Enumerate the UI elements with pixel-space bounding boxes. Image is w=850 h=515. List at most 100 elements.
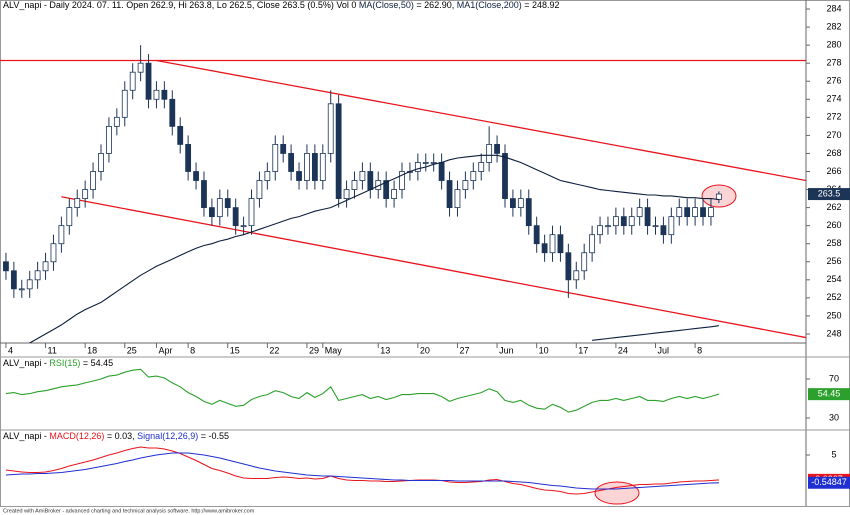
candle-body xyxy=(668,216,675,236)
candle-body xyxy=(3,261,9,272)
y-tick-label: 30 xyxy=(829,412,839,422)
candle-body xyxy=(121,89,128,118)
x-tick-label: 10 xyxy=(539,345,549,355)
candle-body xyxy=(264,171,271,181)
y-tick-label: 276 xyxy=(826,76,841,86)
candle-body xyxy=(399,171,405,190)
candle-body xyxy=(676,207,683,218)
candle-body xyxy=(660,225,667,236)
candle-body xyxy=(486,144,493,163)
title-part: ALV_napi - Daily 2024. 07. 11. Open 262.… xyxy=(3,0,359,10)
title-part: = 262.90, xyxy=(414,0,457,10)
last-value-box xyxy=(808,188,850,201)
candle-body xyxy=(106,125,112,154)
candle-body xyxy=(177,125,184,145)
candle-body xyxy=(34,270,41,281)
footer: Created with AmiBroker - advanced charti… xyxy=(3,508,255,514)
last-value-box xyxy=(808,476,850,489)
x-tick-label: 8 xyxy=(697,345,702,355)
candle-body xyxy=(280,144,287,154)
candle-body xyxy=(319,153,326,181)
highlight xyxy=(594,481,640,505)
candle-body xyxy=(565,252,572,281)
candle-body xyxy=(478,162,485,172)
title-part: ALV_napi - xyxy=(3,358,49,368)
y-tick-label: 5 xyxy=(831,449,836,459)
candle-body xyxy=(589,234,596,254)
candle-body xyxy=(422,162,429,164)
candle-body xyxy=(169,98,176,127)
y-tick-label: 248 xyxy=(826,328,841,338)
candle-body xyxy=(343,189,350,199)
candle-body xyxy=(502,153,508,199)
candle-body xyxy=(82,189,89,199)
candle-body xyxy=(708,207,714,218)
series-line xyxy=(5,452,719,490)
series-line xyxy=(5,368,720,413)
candle-body xyxy=(296,171,302,181)
last-value-box xyxy=(808,388,850,401)
y-tick-label: 278 xyxy=(826,58,841,68)
title-part: = 0.03, xyxy=(104,431,137,441)
candle-body xyxy=(145,62,152,100)
candle-body xyxy=(383,180,390,199)
x-tick-label: 25 xyxy=(127,345,137,355)
plot-area xyxy=(5,368,720,413)
y-tick-label: 70 xyxy=(829,373,839,383)
candle-body xyxy=(50,243,57,263)
candle-body xyxy=(541,243,548,254)
legend-entry: MACD(12,26) xyxy=(49,431,104,441)
candle-body xyxy=(533,225,540,245)
x-tick-label: 4 xyxy=(8,345,13,355)
candle-body xyxy=(208,207,215,218)
candle-body xyxy=(10,270,17,290)
trendline xyxy=(61,196,806,339)
candle-body xyxy=(692,207,699,218)
candle-body xyxy=(359,171,366,181)
candle-body xyxy=(129,71,136,91)
legend-entry: MA(Close,50) xyxy=(359,0,414,10)
series-line xyxy=(592,325,719,341)
candle-body xyxy=(58,225,65,245)
candle-body xyxy=(248,198,255,227)
y-tick-label: 268 xyxy=(826,148,841,158)
title-part: = -0.55 xyxy=(198,431,229,441)
candle-body xyxy=(26,279,33,290)
candle-body xyxy=(684,207,691,218)
x-tick-label: 17 xyxy=(578,345,588,355)
y-tick-label: 270 xyxy=(826,130,841,140)
x-tick-label: 11 xyxy=(48,345,57,355)
y-tick-label: 274 xyxy=(826,94,841,104)
y-tick-label: 272 xyxy=(826,112,841,122)
x-tick-label: 8 xyxy=(190,345,195,355)
legend-entry: RSI(15) xyxy=(49,358,80,368)
candle-body xyxy=(525,198,532,227)
candle-body xyxy=(549,234,556,254)
x-tick-label: 22 xyxy=(269,345,279,355)
candle-body xyxy=(351,180,358,190)
candle-body xyxy=(42,261,49,272)
last-value-label: 263.5 xyxy=(818,188,841,198)
x-tick-label: Apr xyxy=(158,345,172,355)
y-tick-label: 252 xyxy=(826,292,841,302)
candle-body xyxy=(612,216,619,227)
series-line xyxy=(5,446,719,495)
candle-body xyxy=(311,153,318,181)
y-tick-label: 256 xyxy=(826,256,841,266)
candle-body xyxy=(517,198,524,209)
candle-body xyxy=(715,193,722,200)
candle-body xyxy=(557,234,564,254)
candle-body xyxy=(367,171,374,190)
candle-body xyxy=(161,89,168,100)
candle-body xyxy=(66,207,73,227)
candle-body xyxy=(628,216,635,227)
x-tick-label: Jul xyxy=(657,345,669,355)
candle-body xyxy=(438,162,445,181)
candle-body xyxy=(327,103,334,154)
y-tick-label: 266 xyxy=(826,166,841,176)
candle-body xyxy=(462,180,469,190)
candle-body xyxy=(414,162,421,172)
x-tick-label: 29 xyxy=(309,345,319,355)
last-value-label: 54.45 xyxy=(818,389,841,399)
candle-body xyxy=(113,116,120,127)
